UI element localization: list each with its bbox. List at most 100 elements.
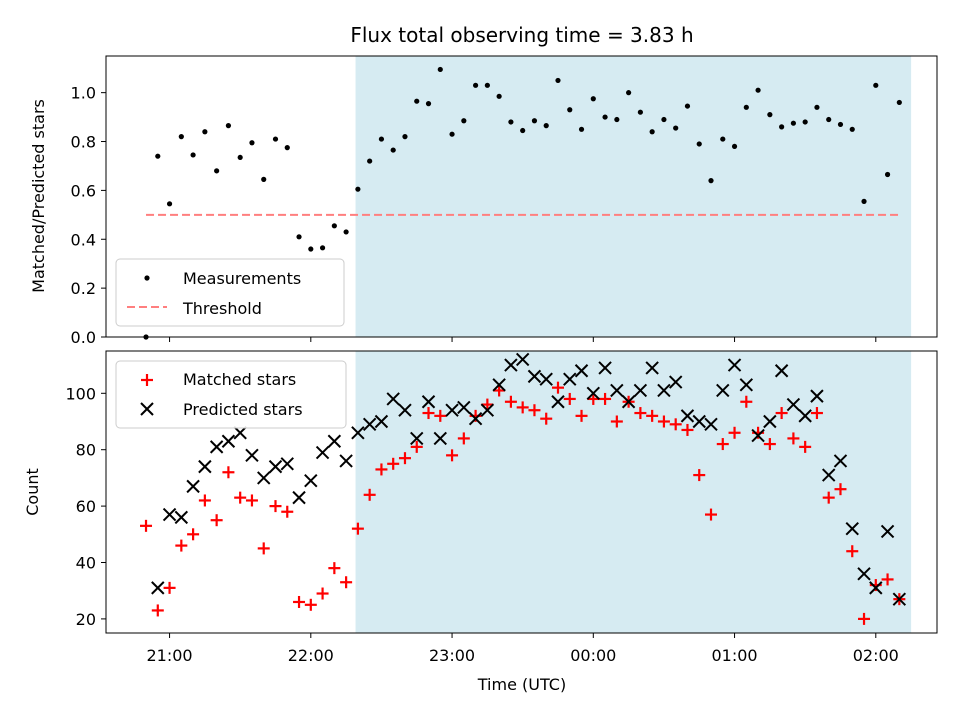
matched-point (822, 491, 835, 504)
predicted-point (551, 395, 565, 409)
predicted-point (351, 426, 365, 440)
predicted-point (833, 454, 848, 468)
predicted-point (221, 434, 236, 448)
matched-point (846, 545, 859, 558)
measurement-point (214, 168, 220, 174)
predicted-point (327, 434, 342, 448)
ratio-plot-frame (105, 55, 938, 338)
matched-point (799, 440, 812, 453)
measurement-point (743, 104, 749, 110)
measurement-point (261, 176, 267, 182)
measurement-point (602, 114, 608, 120)
matched-point (834, 483, 847, 496)
predicted-point (774, 364, 789, 378)
measurement-point (484, 82, 490, 88)
predicted-point (657, 383, 671, 398)
measurement-point (155, 153, 161, 159)
measurement-point (531, 118, 538, 124)
measurement-point (343, 229, 349, 235)
legend-measurements-marker (144, 275, 150, 281)
predicted-point (527, 369, 542, 384)
x-tick-label: 21:00 (147, 646, 193, 665)
measurement-point (779, 124, 785, 130)
measurement-point (472, 82, 479, 88)
predicted-point (563, 372, 577, 386)
x-tick-label: 22:00 (288, 646, 334, 665)
matched-point (187, 528, 200, 541)
predicted-point (810, 389, 824, 403)
measurement-point (626, 90, 632, 96)
matched-point (587, 392, 600, 405)
measurement-point (543, 123, 549, 129)
measurement-point (390, 147, 396, 153)
predicted-point (339, 454, 353, 468)
measurement-point (308, 246, 314, 252)
measurement-point (861, 198, 867, 204)
ratio-points (143, 66, 902, 340)
measurement-point (767, 112, 773, 118)
predicted-point (763, 414, 777, 429)
predicted-point (633, 383, 648, 398)
matched-point (787, 432, 800, 445)
matched-point (599, 392, 612, 405)
y-tick-label: 0.8 (71, 133, 96, 152)
measurement-point (402, 134, 408, 140)
measurement-point (414, 98, 420, 104)
measurement-point (284, 145, 290, 151)
measurement-point (425, 101, 432, 107)
predicted-point (504, 358, 518, 372)
predicted-point (539, 372, 553, 386)
predicted-point (198, 459, 212, 474)
x-axis-label: Time (UTC) (477, 675, 566, 694)
predicted-point (233, 426, 247, 440)
measurement-point (896, 99, 902, 106)
y-tick-label: 1.0 (71, 84, 96, 103)
predicted-point (680, 409, 695, 423)
predicted-point (421, 395, 436, 409)
measurement-point (826, 116, 832, 123)
measurement-point (508, 119, 514, 125)
matched-point (245, 494, 258, 507)
predicted-point (692, 414, 706, 429)
matched-point (481, 398, 494, 411)
predicted-point (151, 581, 165, 595)
measurement-point (296, 234, 302, 240)
measurement-point (578, 126, 585, 132)
matched-point (705, 508, 718, 521)
matched-point (151, 604, 164, 617)
matched-point (257, 542, 270, 555)
measurement-point (567, 107, 573, 113)
matched-point (657, 415, 670, 428)
matched-point (716, 438, 729, 451)
legend-predicted-label: Predicted stars (183, 400, 303, 419)
matched-point (293, 595, 306, 608)
measurement-point (814, 104, 820, 110)
predicted-point (586, 386, 601, 401)
matched-point (316, 587, 329, 600)
predicted-point (162, 507, 177, 522)
measurement-point (461, 118, 467, 124)
predicted-point (468, 411, 483, 426)
legend-matched-marker (141, 374, 153, 386)
predicted-point (386, 392, 400, 406)
matched-point (340, 576, 353, 589)
measurement-point (790, 120, 796, 126)
measurement-point (367, 158, 373, 164)
matched-point (728, 426, 741, 439)
matched-point (551, 381, 564, 394)
y-tick-label: 80 (76, 441, 96, 460)
ratio-y-ticks: 0.0 0.2 0.4 0.6 0.8 1.0 (71, 84, 106, 347)
predicted-point (822, 468, 836, 482)
predicted-point (786, 397, 801, 412)
predicted-point (268, 459, 283, 474)
matched-point (563, 392, 576, 405)
y-tick-label: 0.0 (71, 328, 96, 347)
measurement-point (731, 143, 738, 150)
matched-point (610, 415, 623, 428)
matched-point (140, 519, 153, 532)
predicted-point (716, 383, 730, 398)
measurement-point (590, 96, 596, 102)
predicted-point (645, 361, 659, 375)
predicted-point (374, 414, 389, 429)
